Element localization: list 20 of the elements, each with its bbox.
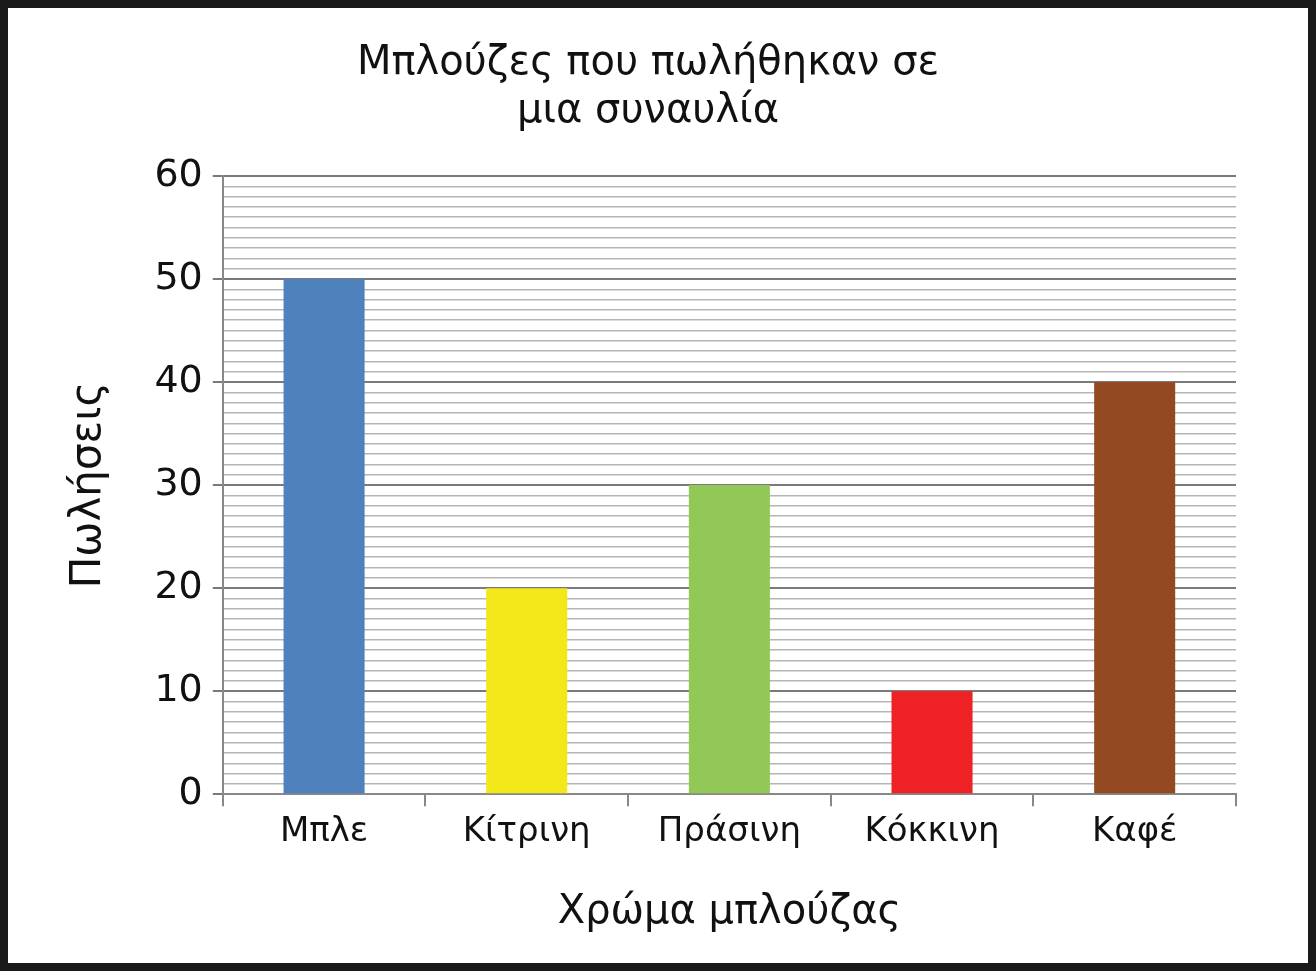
y-tick-label: 40: [154, 356, 203, 401]
bar: [688, 485, 770, 794]
x-tick-label: Κίτρινη: [462, 809, 591, 850]
y-axis-title: Πωλήσεις: [61, 381, 111, 589]
bar: [283, 279, 365, 794]
bar: [486, 588, 568, 794]
y-tick-label: 10: [154, 666, 203, 711]
x-tick-label: Καφέ: [1091, 809, 1178, 850]
y-tick-label: 30: [154, 459, 203, 504]
y-tick-label: 50: [154, 253, 203, 298]
x-tick-label: Κόκκινη: [864, 809, 1000, 850]
bar: [891, 691, 973, 794]
chart-title: Μπλούζες που πωλήθηκαν σε μια συναυλία: [356, 37, 940, 132]
x-tick-label: Πράσινη: [657, 809, 801, 850]
x-tick-label: Μπλε: [279, 809, 369, 850]
y-tick-label: 20: [154, 563, 203, 608]
y-tick-label: 60: [154, 150, 203, 195]
x-axis-title: Χρώμα μπλούζας: [557, 886, 901, 933]
y-tick-label: 0: [178, 769, 203, 814]
bar: [1094, 382, 1176, 794]
